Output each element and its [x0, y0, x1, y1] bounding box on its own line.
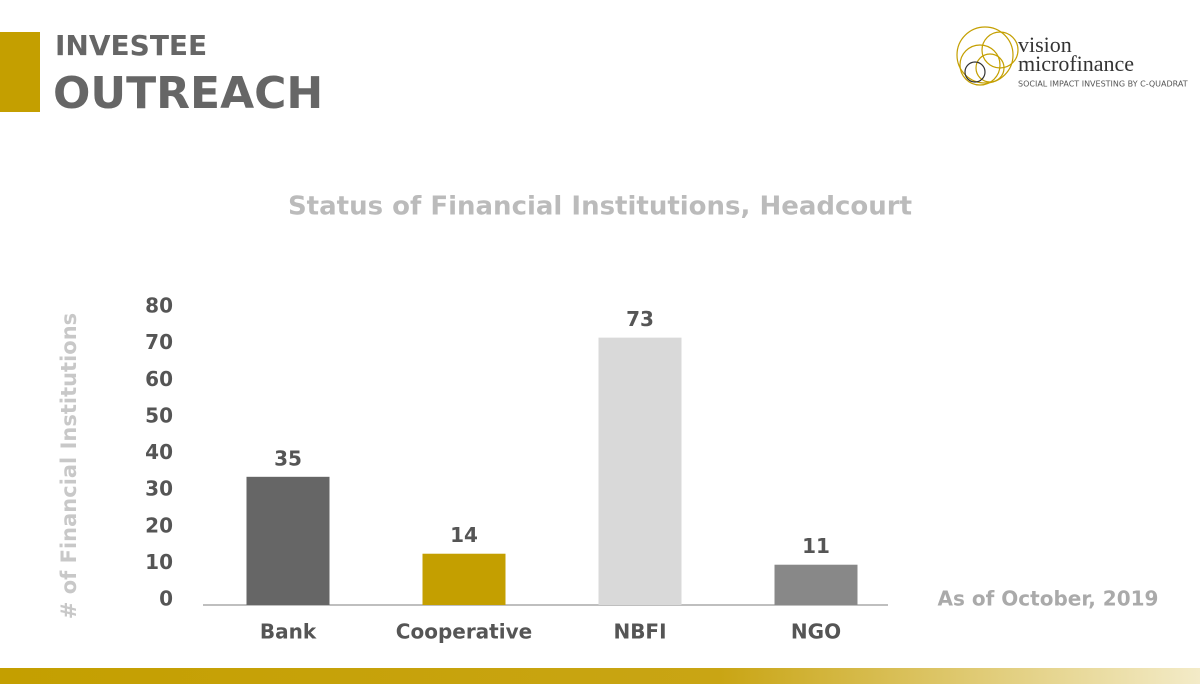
- value-label: 11: [802, 534, 830, 558]
- y-axis-label: # of Financial Institutions: [57, 313, 81, 619]
- header-line2: OUTREACH: [53, 68, 323, 119]
- footer-bar: [0, 668, 1200, 684]
- y-tick-label: 30: [145, 477, 173, 501]
- logo: [956, 26, 1019, 86]
- y-tick-label: 70: [145, 330, 173, 354]
- accent-bar: [0, 32, 40, 112]
- y-tick-label: 10: [145, 550, 173, 574]
- logo-name: microfinance: [1018, 51, 1134, 76]
- x-tick-label: Cooperative: [396, 620, 532, 644]
- bar: [422, 553, 506, 605]
- bar: [246, 476, 330, 605]
- chart-title: Status of Financial Institutions, Headco…: [288, 192, 912, 222]
- y-tick-label: 80: [145, 294, 173, 318]
- logo-tagline: SOCIAL IMPACT INVESTING BY C-QUADRAT: [1018, 80, 1188, 89]
- y-tick-label: 0: [159, 587, 173, 611]
- value-label: 35: [274, 446, 302, 470]
- header-line1: INVESTEE: [55, 29, 207, 62]
- y-tick-label: 60: [145, 367, 173, 391]
- y-tick-label: 20: [145, 513, 173, 537]
- y-tick-label: 40: [145, 440, 173, 464]
- logo-name: vision: [1018, 32, 1072, 57]
- x-tick-label: NGO: [791, 620, 841, 644]
- value-label: 73: [626, 307, 654, 331]
- y-tick-label: 50: [145, 403, 173, 427]
- x-tick-label: Bank: [260, 620, 317, 644]
- note: As of October, 2019: [938, 587, 1159, 611]
- x-tick-label: NBFI: [613, 620, 666, 644]
- bar: [774, 564, 858, 605]
- bar: [598, 337, 682, 605]
- value-label: 14: [450, 523, 478, 547]
